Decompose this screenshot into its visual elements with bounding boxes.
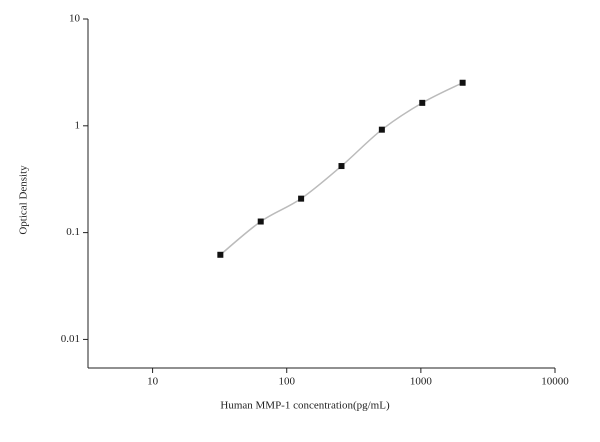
x-tick-label: 100 bbox=[278, 376, 295, 388]
point bbox=[298, 195, 305, 202]
point bbox=[217, 251, 224, 258]
x-axis-title: Human MMP-1 concentration(pg/mL) bbox=[220, 400, 390, 412]
y-tick-label: 1 bbox=[75, 119, 81, 131]
x-tick-label: 1000 bbox=[410, 376, 433, 388]
point bbox=[257, 218, 264, 225]
y-tick-label: 10 bbox=[69, 13, 81, 25]
x-tick-label: 10000 bbox=[541, 376, 569, 388]
y-tick-label: 0.01 bbox=[61, 333, 80, 345]
y-axis-title: Optical Density bbox=[18, 165, 30, 235]
point bbox=[459, 79, 466, 86]
point bbox=[338, 163, 345, 170]
point bbox=[378, 126, 385, 133]
x-tick-label: 10 bbox=[147, 376, 159, 388]
point bbox=[419, 99, 426, 106]
y-tick-label: 0.1 bbox=[66, 226, 80, 238]
